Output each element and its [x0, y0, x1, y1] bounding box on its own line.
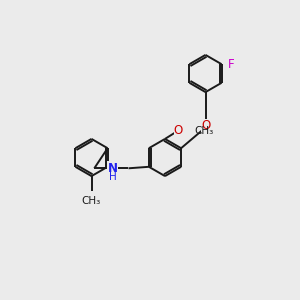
Text: F: F — [228, 58, 235, 71]
Text: CH₃: CH₃ — [82, 196, 101, 206]
Text: N: N — [108, 162, 118, 175]
Text: CH₃: CH₃ — [194, 125, 213, 136]
Text: O: O — [201, 118, 210, 132]
Text: O: O — [174, 124, 183, 137]
Text: H: H — [109, 172, 117, 182]
